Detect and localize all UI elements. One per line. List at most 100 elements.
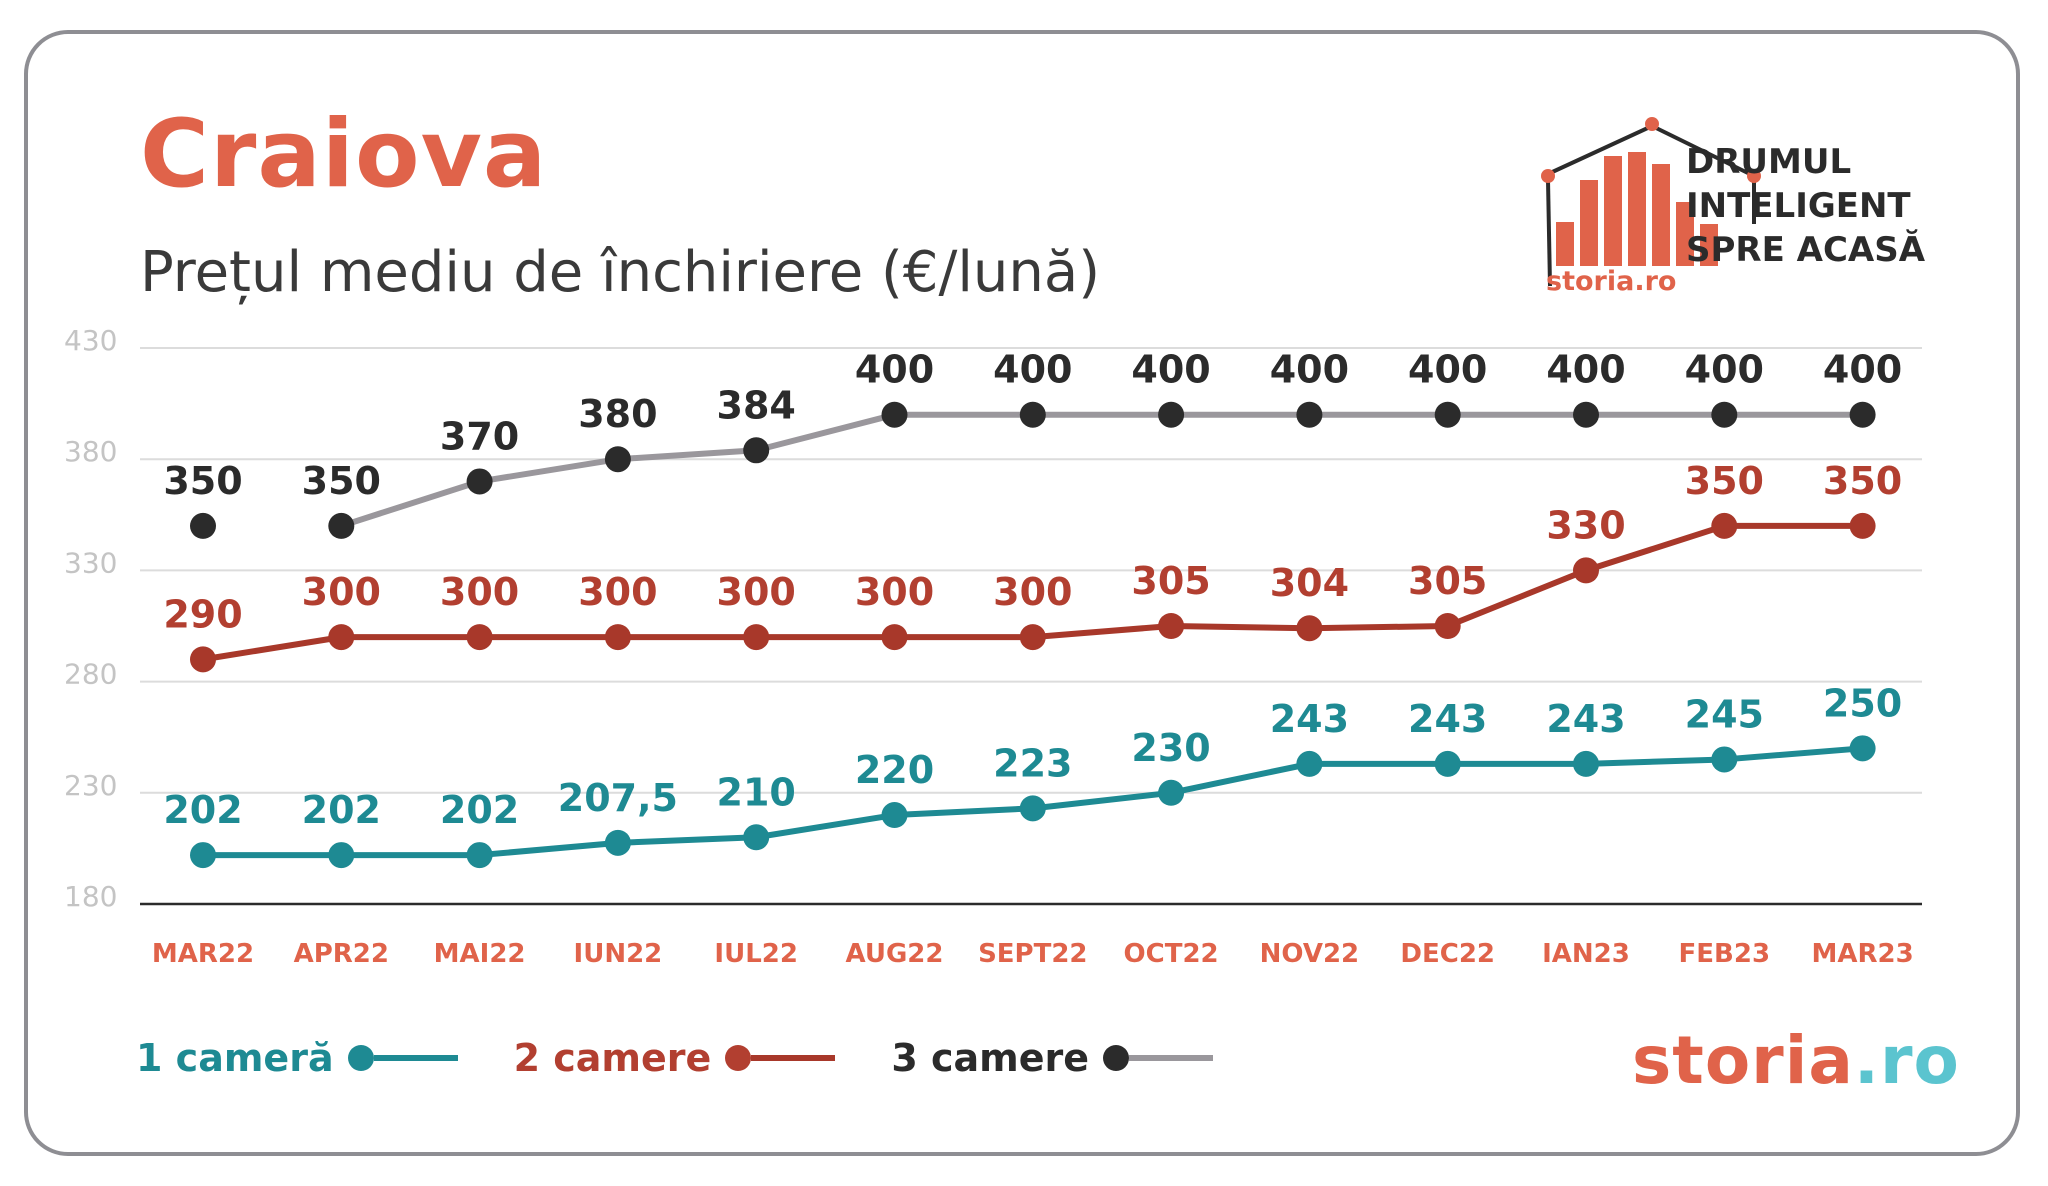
- data-label: 350: [302, 459, 381, 503]
- legend-marker-dot: [347, 1045, 374, 1071]
- data-point: [1019, 401, 1046, 428]
- data-label: 400: [1546, 348, 1625, 392]
- data-label: 245: [1685, 692, 1764, 736]
- data-point: [1573, 401, 1599, 428]
- data-point: [1711, 401, 1738, 428]
- x-tick-label: MAI22: [434, 939, 526, 969]
- data-label: 380: [578, 392, 657, 436]
- data-label: 223: [993, 741, 1072, 785]
- data-label: 370: [440, 414, 519, 458]
- data-point: [1019, 624, 1046, 651]
- series-line-3: [340, 411, 1863, 529]
- x-tick-label: IUN22: [574, 939, 663, 969]
- data-point: [604, 446, 631, 473]
- data-label: 250: [1823, 681, 1902, 725]
- data-point: [328, 842, 355, 869]
- data-label: 230: [1131, 726, 1210, 770]
- data-point: [743, 437, 770, 464]
- y-tick-label: 280: [64, 658, 117, 691]
- legend-marker-dot: [1103, 1045, 1130, 1071]
- x-tick-label: MAR22: [152, 939, 254, 969]
- data-point: [1849, 512, 1876, 539]
- y-tick-label: 330: [64, 546, 117, 579]
- data-point: [881, 802, 908, 829]
- x-tick-label: NOV22: [1260, 939, 1359, 969]
- data-point: [881, 401, 908, 428]
- data-point: [190, 512, 216, 539]
- data-point: [1711, 746, 1738, 773]
- legend-label: 1 cameră: [136, 1036, 334, 1080]
- data-label: 300: [855, 570, 934, 614]
- data-label: 300: [302, 570, 381, 614]
- data-label: 305: [1408, 559, 1487, 603]
- y-tick-label: 180: [64, 880, 117, 913]
- data-point: [743, 624, 770, 651]
- legend-marker-line: [751, 1055, 836, 1061]
- house-bars-logo-icon: [1541, 117, 1761, 287]
- brand-tagline: DRUMUL INTELIGENT SPRE ACASĂ: [1686, 140, 1925, 272]
- data-point: [1434, 613, 1461, 639]
- chart-subtitle: Prețul mediu de închiriere (€/lună): [140, 240, 1101, 305]
- y-tick-label: 380: [64, 435, 117, 468]
- chart-legend: 1 cameră 2 camere 3 camere: [136, 1028, 1269, 1088]
- data-label: 400: [1685, 348, 1764, 392]
- x-tick-label: MAR23: [1811, 939, 1913, 969]
- data-label: 243: [1546, 697, 1625, 741]
- data-label: 300: [717, 570, 796, 614]
- chart-title: Craiova: [140, 100, 548, 209]
- data-label: 210: [717, 770, 796, 814]
- data-point: [328, 624, 355, 651]
- data-label: 400: [993, 348, 1072, 392]
- data-label: 304: [1270, 561, 1349, 605]
- data-label: 400: [1131, 348, 1210, 392]
- x-tick-label: AUG22: [846, 939, 944, 969]
- line-chart: 180 230 280 330 380 430 MAR22 APR22 MAI22 IUN22 IU…: [64, 324, 1922, 969]
- data-label: 400: [1823, 348, 1902, 392]
- legend-item-3-camere: 3 camere: [891, 1036, 1214, 1080]
- x-tick-label: APR22: [294, 939, 389, 969]
- data-label: 350: [163, 459, 242, 503]
- brand-tagline-line-2: INTELIGENT: [1686, 186, 1911, 226]
- data-label: 400: [1270, 348, 1349, 392]
- x-tick-label: DEC22: [1400, 939, 1495, 969]
- legend-marker-line: [1129, 1055, 1214, 1061]
- data-label: 207,5: [558, 776, 678, 820]
- legend-item-1-camera: 1 cameră: [136, 1036, 458, 1080]
- data-label: 300: [440, 570, 519, 614]
- legend-label: 2 camere: [513, 1036, 712, 1080]
- data-point: [466, 624, 493, 651]
- legend-item-2-camere: 2 camere: [514, 1036, 836, 1080]
- data-label: 400: [855, 348, 934, 392]
- data-label: 305: [1131, 559, 1210, 603]
- data-point: [604, 624, 631, 651]
- data-point: [881, 624, 908, 651]
- storia-logo-part1: storia: [1632, 1022, 1854, 1099]
- data-label: 243: [1270, 697, 1349, 741]
- data-label: 290: [163, 592, 242, 636]
- data-label: 350: [1685, 459, 1764, 503]
- storia-logo-part2: .ro: [1853, 1022, 1960, 1099]
- data-label: 202: [302, 788, 381, 832]
- data-point: [1711, 512, 1738, 539]
- data-point: [1434, 401, 1461, 428]
- data-label: 202: [440, 788, 519, 832]
- data-point: [1434, 750, 1461, 777]
- data-label: 243: [1408, 697, 1487, 741]
- data-point: [1296, 615, 1323, 642]
- data-label: 400: [1408, 348, 1487, 392]
- data-point: [328, 512, 355, 539]
- y-tick-label: 230: [64, 769, 117, 802]
- x-tick-label: SEPT22: [978, 939, 1087, 969]
- storia-logo: storia.ro: [1632, 1022, 1960, 1099]
- data-point: [1849, 735, 1876, 762]
- x-tick-label: OCT22: [1124, 939, 1219, 969]
- data-point: [190, 842, 216, 869]
- x-tick-label: IAN23: [1542, 939, 1630, 969]
- data-point: [466, 468, 493, 495]
- data-point: [1296, 750, 1323, 777]
- brand-tagline-line-3: SPRE ACASĂ: [1686, 230, 1926, 270]
- data-label: 350: [1823, 459, 1902, 503]
- x-tick-label: IUL22: [714, 939, 798, 969]
- brand-tagline-line-1: DRUMUL: [1686, 142, 1852, 182]
- data-label: 300: [993, 570, 1072, 614]
